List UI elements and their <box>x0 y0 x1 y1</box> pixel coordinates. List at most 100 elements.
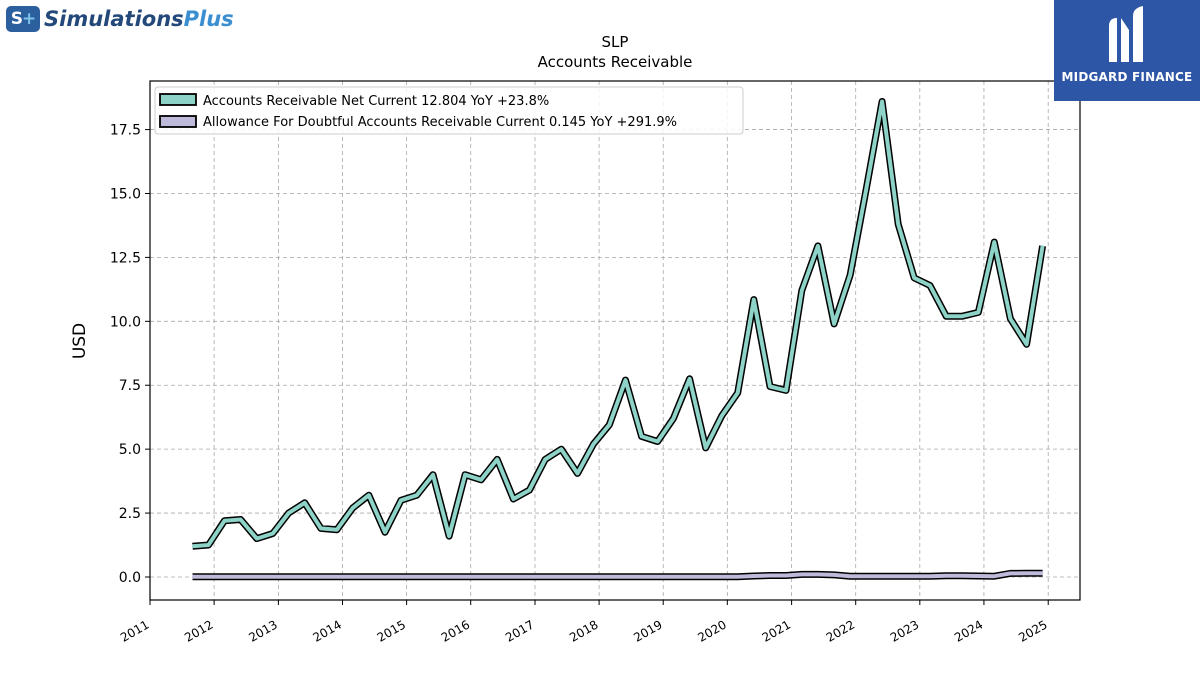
legend-label-1: Allowance For Doubtful Accounts Receivab… <box>203 115 677 130</box>
data-point <box>288 576 290 578</box>
data-point <box>961 575 963 577</box>
sp-logo-s: S <box>10 9 23 29</box>
midgard-m-icon <box>1109 6 1143 62</box>
data-point <box>496 576 498 578</box>
data-point <box>320 527 322 530</box>
data-point <box>400 499 402 501</box>
company-name: SimulationsPlus <box>44 7 234 31</box>
x-tick-label: 2024 <box>952 617 985 644</box>
data-point <box>993 241 995 243</box>
data-point <box>352 507 354 509</box>
x-tick-label: 2025 <box>1016 617 1049 644</box>
data-point <box>416 494 418 496</box>
data-point <box>977 575 979 577</box>
data-point <box>240 518 242 521</box>
data-point <box>432 576 434 578</box>
data-point <box>1042 245 1044 247</box>
series-layer <box>191 98 1047 581</box>
series-line-0 <box>192 99 1045 549</box>
legend-box <box>154 86 744 135</box>
data-point <box>304 576 306 578</box>
data-point <box>833 323 835 325</box>
data-point <box>1009 572 1012 575</box>
data-point <box>544 576 546 578</box>
data-point <box>256 538 258 540</box>
data-point <box>207 544 210 546</box>
chart-title: SLP <box>602 33 629 51</box>
data-point <box>368 494 370 496</box>
data-point <box>256 576 258 578</box>
data-point <box>881 575 883 577</box>
chart-subtitle: Accounts Receivable <box>538 53 693 71</box>
data-point <box>913 277 915 279</box>
data-point <box>576 472 579 474</box>
data-point <box>288 512 290 514</box>
data-point <box>737 392 739 394</box>
plot-frame <box>149 80 1081 601</box>
data-point <box>608 424 610 426</box>
data-point <box>929 284 931 287</box>
data-point <box>528 576 531 578</box>
data-point <box>1026 343 1028 345</box>
axis-ticks: 0.0 2.5 5.0 7.5 10.0 12.5 15.0 17.5 2011 2012 2013… <box>110 123 1050 645</box>
y-tick-label: 7.5 <box>119 378 141 394</box>
data-point <box>641 435 643 437</box>
x-tick-label: 2016 <box>439 617 472 644</box>
data-point <box>624 576 627 578</box>
data-point <box>977 311 979 313</box>
data-point <box>608 576 610 578</box>
series-line-1 <box>192 571 1043 579</box>
data-point <box>512 576 515 578</box>
data-point <box>512 498 515 500</box>
data-point <box>689 378 691 380</box>
data-point <box>496 458 498 460</box>
data-point <box>817 573 819 576</box>
data-point <box>560 576 562 578</box>
gridlines <box>149 81 1080 600</box>
company-name-main: Simulations <box>44 7 184 31</box>
data-point <box>881 100 883 103</box>
data-point <box>576 576 579 578</box>
data-point <box>223 576 226 578</box>
data-point <box>544 458 546 460</box>
data-point <box>560 448 562 450</box>
midgard-finance-name: MIDGARD FINANCE <box>1061 70 1193 84</box>
data-point <box>592 576 595 578</box>
data-point <box>705 576 707 578</box>
legend-swatch-1 <box>159 115 197 128</box>
data-point <box>817 245 819 247</box>
legend: Accounts Receivable Net Current 12.804 Y… <box>154 86 744 135</box>
data-point <box>769 574 771 577</box>
data-point <box>672 576 675 578</box>
y-tick-label: 2.5 <box>119 506 141 522</box>
data-point <box>272 532 274 535</box>
data-point <box>448 535 450 537</box>
x-tick-label: 2012 <box>182 617 215 644</box>
data-point <box>480 479 482 481</box>
y-tick-label: 5.0 <box>119 442 141 458</box>
data-point <box>833 574 835 576</box>
data-point <box>336 529 338 531</box>
data-point <box>865 190 867 192</box>
data-point <box>223 520 226 522</box>
data-point <box>1042 572 1044 574</box>
y-tick-label: 10.0 <box>110 314 141 330</box>
x-tick-label: 2013 <box>246 617 279 644</box>
data-point <box>721 576 723 578</box>
data-point <box>849 274 851 276</box>
data-point <box>240 576 242 578</box>
legend-swatch-0 <box>159 93 197 106</box>
data-point <box>753 575 755 577</box>
data-point <box>528 489 531 491</box>
data-point <box>624 379 627 381</box>
data-point <box>336 576 338 578</box>
data-point <box>929 575 931 577</box>
x-tick-label: 2015 <box>375 617 408 644</box>
data-point <box>448 576 450 578</box>
y-axis-label: USD <box>70 323 90 359</box>
data-point <box>368 576 370 578</box>
data-point <box>191 576 194 578</box>
series-outline-0 <box>192 98 1047 550</box>
data-point <box>1026 572 1028 574</box>
